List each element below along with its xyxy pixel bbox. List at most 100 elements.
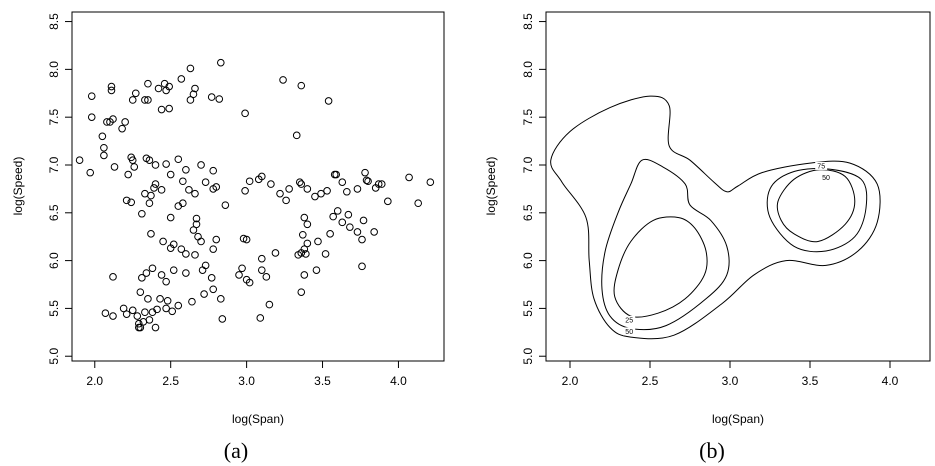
scatter-point — [374, 180, 383, 188]
scatter-point — [138, 274, 146, 282]
y-tick-label: 5.5 — [521, 300, 535, 317]
scatter-point — [191, 84, 199, 93]
scatter-point — [165, 104, 173, 113]
scatter-point — [127, 198, 136, 207]
plot-frame-b — [545, 11, 931, 362]
scatter-point — [162, 160, 170, 168]
scatter-point — [207, 274, 216, 282]
x-axis-a: 2.0 2.5 3.0 3.5 4.0 — [86, 361, 407, 388]
scatter-point — [144, 79, 152, 88]
scatter-point — [332, 170, 340, 179]
y-tick-label: 6.0 — [47, 252, 61, 269]
y-tick-label: 8.5 — [47, 13, 61, 30]
x-tick-label: 2.0 — [562, 374, 579, 388]
scatter-point — [157, 105, 166, 114]
scatter-point — [245, 177, 254, 186]
scatter-point — [98, 132, 107, 141]
x-tick-label: 3.0 — [722, 374, 739, 388]
scatter-point — [321, 250, 330, 258]
scatter-point — [100, 151, 108, 160]
y-axis-title-a: log(Speed) — [11, 157, 25, 216]
x-tick-label: 3.5 — [802, 374, 819, 388]
scatter-point — [297, 180, 306, 188]
scatter-point — [218, 315, 227, 323]
scatter-point — [265, 300, 274, 309]
scatter-point — [135, 323, 143, 332]
scatter-point — [109, 273, 117, 281]
scatter-point — [157, 271, 166, 279]
scatter-point — [198, 266, 207, 274]
scatter-point — [100, 143, 108, 152]
x-tick-label: 2.0 — [86, 374, 103, 388]
scatter-point — [300, 213, 309, 222]
scatter-point — [239, 234, 248, 243]
y-tick-label: 8.0 — [47, 61, 61, 78]
scatter-point — [107, 86, 116, 95]
contour-label-background — [623, 327, 636, 336]
scatter-point — [241, 187, 249, 195]
scatter-point — [212, 183, 221, 191]
scatter-point — [282, 196, 290, 205]
scatter-point — [300, 271, 309, 279]
scatter-point — [212, 235, 221, 244]
scatter-point — [75, 156, 84, 165]
x-tick-label: 4.0 — [390, 374, 407, 388]
scatter-point — [242, 235, 251, 244]
scatter-point — [353, 228, 362, 236]
scatter-point — [414, 199, 422, 208]
scatter-point — [314, 237, 322, 246]
scatter-point — [377, 180, 386, 188]
y-tick-label: 6.5 — [521, 204, 535, 221]
scatter-point — [209, 245, 218, 253]
scatter-point — [128, 96, 137, 104]
scatter-point — [194, 232, 202, 241]
contour-label: 50 — [822, 175, 830, 182]
scatter-point — [150, 184, 158, 192]
scatter-points — [75, 58, 435, 332]
contour-line-75 — [613, 216, 708, 318]
scatter-point — [292, 131, 301, 140]
scatter-point — [191, 251, 199, 259]
y-tick-label: 8.5 — [521, 13, 535, 30]
scatter-point — [159, 237, 167, 246]
scatter-point — [285, 185, 293, 193]
scatter-point — [267, 180, 275, 188]
scatter-point — [276, 189, 284, 198]
x-tick-label: 4.0 — [882, 374, 899, 388]
scatter-point — [107, 82, 116, 91]
scatter-point — [312, 266, 321, 274]
scatter-point — [271, 249, 280, 257]
scatter-point — [405, 173, 413, 182]
scatter-point — [358, 262, 366, 271]
scatter-point — [145, 316, 154, 324]
scatter-point — [153, 305, 161, 314]
scatter-point — [262, 273, 271, 281]
scatter-point — [163, 296, 172, 305]
y-tick-label: 7.5 — [521, 109, 535, 126]
scatter-point — [147, 230, 155, 238]
scatter-point — [186, 64, 195, 73]
scatter-point — [101, 309, 110, 317]
scatter-point — [179, 199, 187, 208]
scatter-point — [174, 301, 183, 310]
scatter-point — [344, 210, 353, 219]
x-axis-b: 2.0 2.5 3.0 3.5 4.0 — [562, 361, 899, 388]
scatter-point — [182, 165, 190, 174]
scatter-point — [145, 156, 154, 165]
scatter-point — [147, 191, 155, 200]
scatter-point — [121, 118, 129, 126]
scatter-point — [257, 172, 266, 181]
scatter-point — [135, 319, 143, 328]
scatter-point — [145, 199, 154, 208]
scatter-point — [122, 310, 131, 318]
contour-line-75 — [776, 169, 856, 243]
scatter-point — [298, 230, 307, 239]
scatter-point — [189, 226, 198, 234]
scatter-point — [200, 290, 208, 298]
scatter-point — [142, 269, 151, 277]
scatter-panel: 2.0 2.5 3.0 3.5 4.0 5.0 5.5 6.0 6.5 7.0 7.5 8.0 8.5… — [11, 11, 445, 463]
scatter-point — [179, 177, 187, 186]
y-axis-a: 5.0 5.5 6.0 6.5 7.0 7.5 8.0 8.5 — [47, 13, 72, 365]
x-tick-label: 2.5 — [642, 374, 659, 388]
scatter-point — [311, 192, 319, 201]
